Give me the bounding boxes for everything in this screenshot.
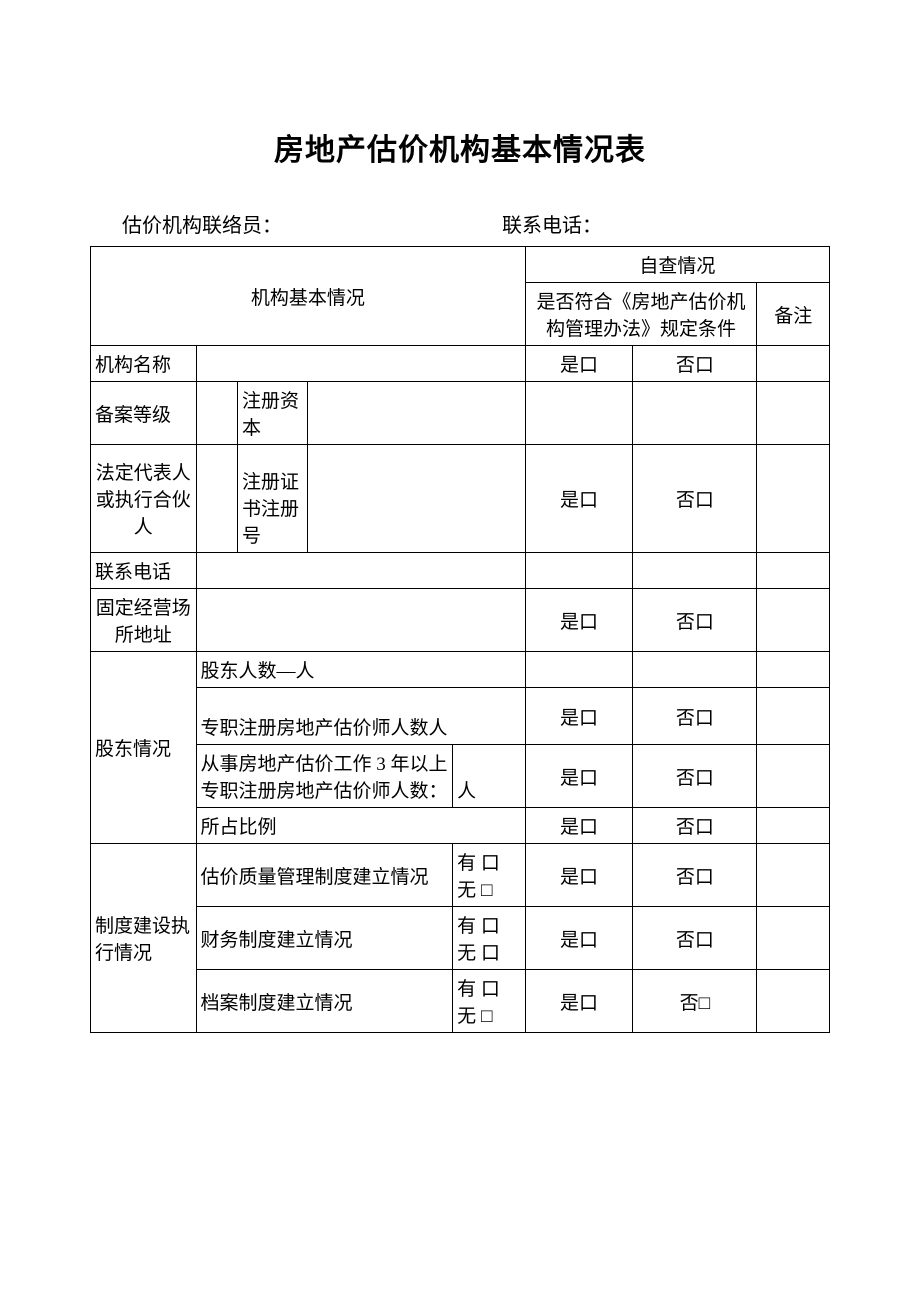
header-basic: 机构基本情况 — [91, 247, 526, 346]
no-archive: 否□ — [633, 970, 757, 1033]
label-archive-system: 档案制度建立情况 — [196, 970, 453, 1033]
remark-org-name — [757, 346, 830, 382]
remark-quality — [757, 844, 830, 907]
remark-appraiser-count — [757, 688, 830, 745]
have-none-archive: 有 口 无 □ — [453, 970, 525, 1033]
remark-legal-rep — [757, 445, 830, 553]
cell-reg-capital — [308, 382, 525, 445]
label-record-level: 备案等级 — [91, 382, 197, 445]
label-phone: 联系电话 — [91, 553, 197, 589]
none-label: □ — [481, 1006, 492, 1027]
remark-archive — [757, 970, 830, 1033]
cell-legal-rep — [196, 445, 237, 553]
none-label: 口 — [481, 943, 500, 964]
yes-quality: 是口 — [525, 844, 633, 907]
yes-fixed-addr: 是口 — [525, 589, 633, 652]
yes-phone — [525, 553, 633, 589]
label-appraiser-count: 专职注册房地产估价师人数人 — [196, 688, 525, 745]
cell-fixed-addr — [196, 589, 525, 652]
no-ratio: 否口 — [633, 808, 757, 844]
label-org-name: 机构名称 — [91, 346, 197, 382]
form-table: 机构基本情况 自查情况 是否符合《房地产估价机构管理办法》规定条件 备注 机构名… — [90, 246, 830, 1033]
yes-record-level — [525, 382, 633, 445]
label-reg-capital: 注册资本 — [237, 382, 307, 445]
label-finance-system: 财务制度建立情况 — [196, 907, 453, 970]
remark-ratio — [757, 808, 830, 844]
cell-phone — [196, 553, 525, 589]
header-compliance: 是否符合《房地产估价机构管理办法》规定条件 — [525, 283, 757, 346]
no-appraiser-count: 否口 — [633, 688, 757, 745]
label-ratio: 所占比例 — [196, 808, 525, 844]
header-remark: 备注 — [757, 283, 830, 346]
no-finance: 否口 — [633, 907, 757, 970]
yes-exp3-count: 是口 — [525, 745, 633, 808]
cell-reg-cert-no — [308, 445, 525, 553]
yes-org-name: 是口 — [525, 346, 633, 382]
remark-shareholder-count — [757, 652, 830, 688]
no-record-level — [633, 382, 757, 445]
have-none-quality: 有 口 无 □ — [453, 844, 525, 907]
no-shareholder-count — [633, 652, 757, 688]
have-label: 有 口 无 — [457, 853, 500, 901]
label-exp3-count-a: 从事房地产估价工作 3 年以上专职注册房地产估价师人数： — [196, 745, 453, 808]
yes-finance: 是口 — [525, 907, 633, 970]
no-exp3-count: 否口 — [633, 745, 757, 808]
none-label: □ — [481, 880, 492, 901]
label-system: 制度建设执行情况 — [91, 844, 197, 1033]
label-quality-system: 估价质量管理制度建立情况 — [196, 844, 453, 907]
yes-archive: 是口 — [525, 970, 633, 1033]
label-legal-rep: 法定代表人或执行合伙人 — [91, 445, 197, 553]
no-legal-rep: 否口 — [633, 445, 757, 553]
label-shareholder-count: 股东人数—人 — [196, 652, 525, 688]
label-shareholder: 股东情况 — [91, 652, 197, 844]
yes-legal-rep: 是口 — [525, 445, 633, 553]
label-exp3-count-b: 人 — [453, 745, 525, 808]
remark-phone — [757, 553, 830, 589]
yes-ratio: 是口 — [525, 808, 633, 844]
contact-label: 估价机构联络员： — [122, 209, 502, 238]
page-title: 房地产估价机构基本情况表 — [90, 125, 830, 169]
have-label: 有 口 无 — [457, 979, 500, 1027]
label-reg-cert-no: 注册证书注册号 — [237, 445, 307, 553]
document-page: 房地产估价机构基本情况表 估价机构联络员： 联系电话： 机构基本情况 自查情况 … — [0, 0, 920, 1301]
yes-appraiser-count: 是口 — [525, 688, 633, 745]
label-fixed-addr: 固定经营场所地址 — [91, 589, 197, 652]
cell-org-name — [196, 346, 525, 382]
yes-shareholder-count — [525, 652, 633, 688]
cell-record-level — [196, 382, 237, 445]
remark-record-level — [757, 382, 830, 445]
no-fixed-addr: 否口 — [633, 589, 757, 652]
info-line: 估价机构联络员： 联系电话： — [122, 209, 830, 238]
header-self-check: 自查情况 — [525, 247, 829, 283]
no-org-name: 否口 — [633, 346, 757, 382]
have-none-finance: 有 口 无 口 — [453, 907, 525, 970]
no-phone — [633, 553, 757, 589]
no-quality: 否口 — [633, 844, 757, 907]
phone-label: 联系电话： — [502, 209, 602, 238]
remark-finance — [757, 907, 830, 970]
remark-fixed-addr — [757, 589, 830, 652]
remark-exp3-count — [757, 745, 830, 808]
